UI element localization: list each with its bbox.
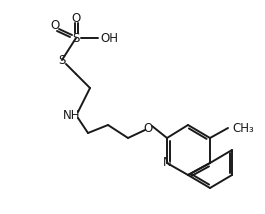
Text: N: N <box>163 156 171 169</box>
Text: S: S <box>72 31 80 45</box>
Text: O: O <box>71 12 81 24</box>
Text: O: O <box>143 122 153 135</box>
Text: O: O <box>50 18 60 31</box>
Text: NH: NH <box>63 108 81 122</box>
Text: OH: OH <box>100 31 118 45</box>
Text: CH₃: CH₃ <box>232 122 254 135</box>
Text: S: S <box>58 54 66 67</box>
